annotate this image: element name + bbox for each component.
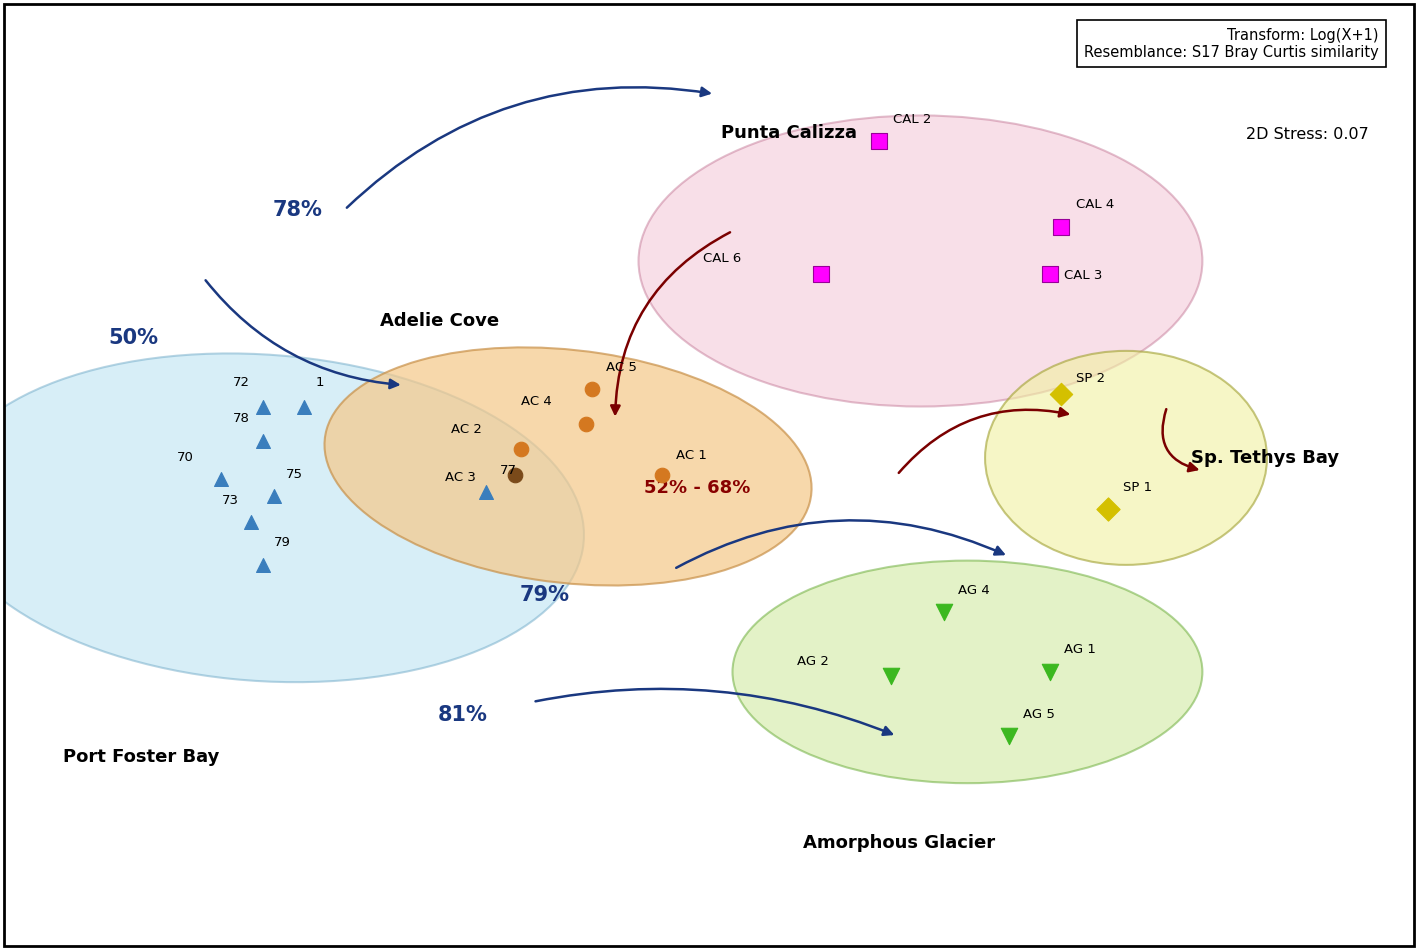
Point bbox=[251, 399, 274, 414]
Text: Sp. Tethys Bay: Sp. Tethys Bay bbox=[1191, 449, 1339, 466]
Point bbox=[251, 433, 274, 448]
Text: Transform: Log(X+1)
Resemblance: S17 Bray Curtis similarity: Transform: Log(X+1) Resemblance: S17 Bra… bbox=[1083, 28, 1378, 60]
Point bbox=[475, 484, 498, 500]
Point bbox=[1038, 266, 1061, 281]
Ellipse shape bbox=[0, 353, 584, 682]
Text: AG 4: AG 4 bbox=[959, 583, 990, 597]
Text: AG 2: AG 2 bbox=[797, 655, 830, 668]
Point bbox=[503, 467, 526, 483]
Ellipse shape bbox=[986, 351, 1268, 565]
Text: Punta Calizza: Punta Calizza bbox=[720, 124, 856, 142]
Text: 78: 78 bbox=[233, 412, 250, 426]
Text: AC 2: AC 2 bbox=[451, 424, 482, 436]
Point bbox=[292, 399, 315, 414]
Text: AC 1: AC 1 bbox=[676, 449, 708, 462]
Ellipse shape bbox=[325, 348, 811, 585]
Point bbox=[574, 416, 597, 431]
Text: CAL 2: CAL 2 bbox=[893, 113, 932, 125]
Text: 50%: 50% bbox=[108, 328, 159, 348]
Text: 81%: 81% bbox=[437, 705, 488, 725]
Text: SP 1: SP 1 bbox=[1123, 481, 1151, 494]
Ellipse shape bbox=[733, 560, 1202, 783]
Text: CAL 4: CAL 4 bbox=[1075, 199, 1113, 211]
Point bbox=[1051, 219, 1073, 235]
Point bbox=[262, 489, 285, 504]
Point bbox=[210, 472, 233, 487]
Text: CAL 3: CAL 3 bbox=[1064, 270, 1102, 282]
Text: 77: 77 bbox=[501, 464, 518, 477]
Text: 1: 1 bbox=[315, 376, 323, 390]
Text: Port Foster Bay: Port Foster Bay bbox=[62, 749, 220, 767]
Text: CAL 6: CAL 6 bbox=[703, 253, 742, 265]
Text: 52% - 68%: 52% - 68% bbox=[644, 479, 750, 497]
Text: 73: 73 bbox=[221, 494, 238, 506]
Text: 2D Stress: 0.07: 2D Stress: 0.07 bbox=[1246, 126, 1368, 142]
Point bbox=[1051, 386, 1073, 401]
Text: AG 1: AG 1 bbox=[1064, 643, 1096, 656]
Text: 75: 75 bbox=[286, 468, 303, 481]
Text: Adelie Cove: Adelie Cove bbox=[380, 312, 499, 330]
Point bbox=[868, 134, 891, 149]
Text: AG 5: AG 5 bbox=[1022, 708, 1055, 721]
Point bbox=[933, 604, 956, 619]
Text: AC 5: AC 5 bbox=[605, 361, 637, 374]
Text: SP 2: SP 2 bbox=[1075, 372, 1105, 385]
Point bbox=[580, 382, 603, 397]
Point bbox=[1098, 502, 1120, 517]
Point bbox=[810, 266, 832, 281]
Text: AC 3: AC 3 bbox=[445, 470, 475, 484]
Text: 72: 72 bbox=[233, 376, 250, 390]
Text: 79%: 79% bbox=[519, 585, 570, 605]
Text: AC 4: AC 4 bbox=[520, 395, 552, 408]
Point bbox=[997, 729, 1020, 744]
Point bbox=[651, 467, 674, 483]
Text: 79: 79 bbox=[274, 537, 291, 549]
Point bbox=[251, 558, 274, 573]
Point bbox=[879, 669, 902, 684]
Text: 78%: 78% bbox=[272, 200, 323, 219]
Text: Amorphous Glacier: Amorphous Glacier bbox=[803, 834, 995, 852]
Ellipse shape bbox=[638, 116, 1202, 407]
Point bbox=[1038, 664, 1061, 679]
Point bbox=[240, 515, 262, 530]
Point bbox=[509, 442, 532, 457]
Text: 70: 70 bbox=[177, 451, 194, 464]
